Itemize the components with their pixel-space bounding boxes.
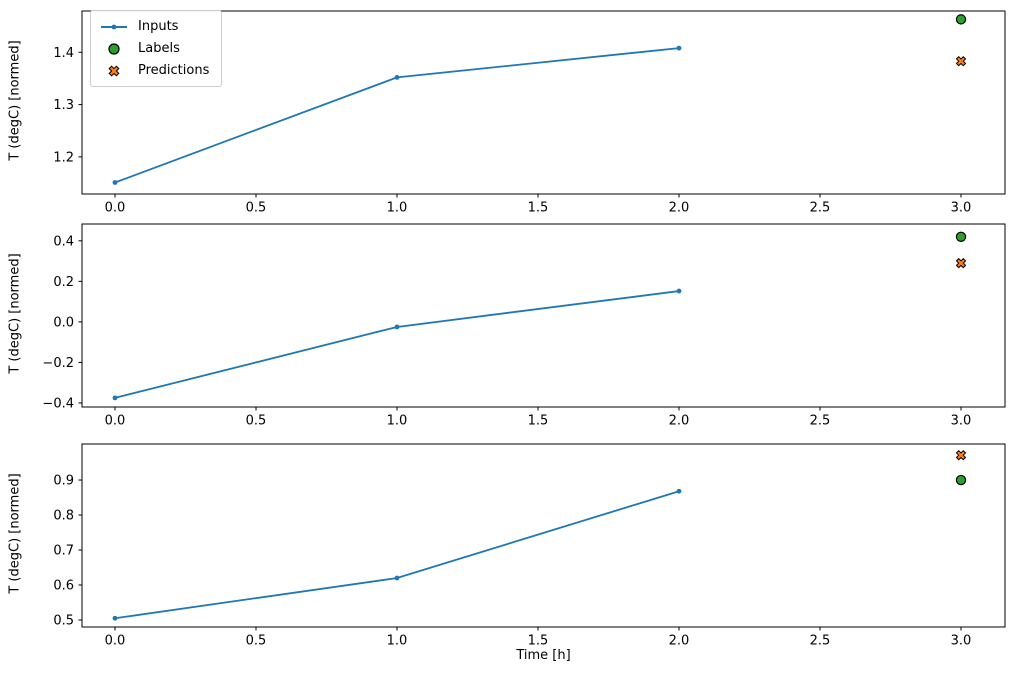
x-tick-label: 0.5 xyxy=(246,634,267,649)
x-tick-label: 2.5 xyxy=(810,201,831,216)
labels-point xyxy=(955,14,967,25)
x-tick-label: 0.5 xyxy=(246,414,267,429)
y-tick-label: 0.7 xyxy=(53,544,74,559)
subplot-middle: 0.0 0.5 1.0 1.5 2.0 2.5 3.0 −0.4 −0.2 0.0 0.2 0.4 xyxy=(42,223,1006,429)
predictions-point xyxy=(955,257,967,269)
labels-point xyxy=(955,474,967,486)
plot-box xyxy=(81,443,1006,628)
legend: Inputs Labels Predictions xyxy=(90,10,223,87)
predictions-point xyxy=(955,449,967,461)
y-tick-label: 0.5 xyxy=(53,614,74,629)
y-axis-label: T (degC) [normed] xyxy=(7,40,23,161)
inputs-point xyxy=(112,615,118,621)
inputs-point xyxy=(394,75,400,80)
y-axis-label: T (degC) [normed] xyxy=(7,473,23,594)
subplot-top: 0.0 0.5 1.0 1.5 2.0 2.5 3.0 1.2 1.3 1.4 xyxy=(53,10,1006,216)
legend-item-inputs: Inputs xyxy=(100,17,209,36)
y-tick-label: 1.4 xyxy=(53,46,74,61)
filled-x-icon xyxy=(108,64,120,77)
inputs-line xyxy=(114,290,680,399)
inputs-point xyxy=(676,45,682,51)
y-tick-label: 0.9 xyxy=(53,474,74,489)
x-tick-label: 1.0 xyxy=(387,634,408,649)
legend-label: Inputs xyxy=(138,19,179,34)
legend-label: Predictions xyxy=(138,63,210,78)
x-tick-label: 0.0 xyxy=(105,414,126,429)
inputs-line xyxy=(114,490,680,620)
x-tick-label: 3.0 xyxy=(951,414,972,429)
legend-item-predictions: Predictions xyxy=(100,61,209,80)
x-tick-label: 1.0 xyxy=(387,201,408,216)
x-tick-label: 0.0 xyxy=(105,634,126,649)
x-tick-label: 2.0 xyxy=(669,201,690,216)
x-tick-label: 0.0 xyxy=(105,201,126,216)
x-tick-label: 1.5 xyxy=(528,414,549,429)
x-tick-label: 2.0 xyxy=(669,414,690,429)
predictions-point xyxy=(955,55,967,67)
y-tick-label: 1.3 xyxy=(53,98,74,113)
legend-item-labels: Labels xyxy=(100,39,209,58)
y-tick-label: 1.2 xyxy=(53,150,74,165)
inputs-point xyxy=(112,180,118,185)
y-tick-label: 0.2 xyxy=(53,275,74,290)
x-tick-label: 2.5 xyxy=(810,634,831,649)
line-with-dot-icon xyxy=(101,24,127,29)
plot-box xyxy=(81,10,1006,195)
labels-point xyxy=(955,231,967,242)
filled-circle-icon xyxy=(108,42,120,55)
plot-box xyxy=(81,223,1006,408)
legend-label: Labels xyxy=(138,41,180,56)
x-tick-label: 3.0 xyxy=(951,201,972,216)
inputs-point xyxy=(112,395,118,401)
y-tick-label: 0.8 xyxy=(53,509,74,524)
x-tick-label: 0.5 xyxy=(246,201,267,216)
x-tick-label: 2.0 xyxy=(669,634,690,649)
y-tick-label: 0.4 xyxy=(53,234,74,249)
y-tick-label: 0.0 xyxy=(53,315,74,330)
y-tick-label: −0.2 xyxy=(42,356,74,371)
x-tick-label: 1.0 xyxy=(387,414,408,429)
x-tick-label: 3.0 xyxy=(951,634,972,649)
x-tick-label: 1.5 xyxy=(528,201,549,216)
x-axis-label: Time [h] xyxy=(516,648,571,663)
subplot-bottom: 0.0 0.5 1.0 1.5 2.0 2.5 3.0 0.5 0.6 0.7 0.8 0.9 xyxy=(53,443,1006,649)
inputs-point xyxy=(394,324,400,330)
inputs-point xyxy=(676,488,682,494)
inputs-point xyxy=(394,575,400,581)
inputs-point xyxy=(676,288,682,294)
x-tick-label: 1.5 xyxy=(528,634,549,649)
y-tick-label: −0.4 xyxy=(42,396,74,411)
y-axis-label: T (degC) [normed] xyxy=(7,253,23,374)
x-tick-label: 2.5 xyxy=(810,414,831,429)
y-tick-label: 0.6 xyxy=(53,579,74,594)
